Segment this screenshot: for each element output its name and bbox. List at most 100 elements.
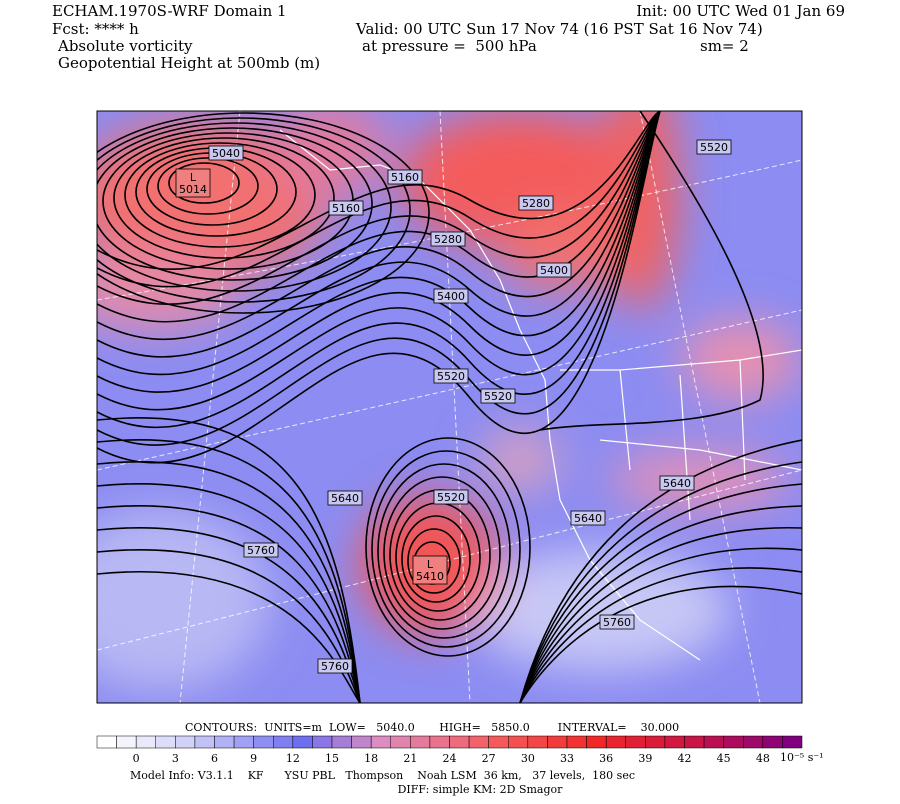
colorbar-swatch — [292, 735, 313, 749]
low-box — [412, 555, 448, 585]
colorbar-swatch — [390, 735, 411, 749]
contour-label: 5760 — [603, 616, 631, 629]
contour-line — [97, 439, 802, 703]
label-box — [208, 145, 244, 161]
contour-label: 5520 — [484, 390, 512, 403]
label-box — [387, 169, 423, 185]
colorbar-tick-label: 0 — [133, 752, 140, 765]
contour-line — [157, 157, 259, 215]
contour-line — [97, 111, 661, 306]
colorbar-swatch — [782, 735, 803, 749]
contour-label: 5280 — [522, 197, 550, 210]
label-box — [696, 139, 732, 155]
model-info: Model Info: V3.1.1 KF YSU PBL Thompson N… — [130, 769, 635, 782]
contour-line — [401, 515, 471, 603]
contour-line — [97, 111, 661, 393]
contour-line — [97, 111, 661, 288]
low-value: 5410 — [416, 570, 444, 583]
contour-line — [377, 463, 511, 639]
colorbar-tick-label: 9 — [250, 752, 257, 765]
contour-line — [97, 111, 661, 376]
colorbar-swatch — [605, 735, 627, 749]
contour-label: 5520 — [700, 141, 728, 154]
label-box — [518, 195, 554, 211]
map: 5040 5160 5160 5280 5280 5400 5400 5520 5520 5520… — [97, 111, 802, 703]
low-box — [175, 168, 211, 198]
contour-label: 5520 — [437, 491, 465, 504]
init-time: Init: 00 UTC Wed 01 Jan 69 — [636, 2, 845, 20]
colorbar-swatch — [508, 735, 529, 749]
low-symbol: L — [427, 558, 434, 571]
colorbar-swatch — [468, 735, 489, 749]
vorticity-field — [97, 111, 800, 690]
contour-label: 5640 — [574, 512, 602, 525]
colorbar-swatch — [625, 735, 646, 749]
colorbar-tick-label: 27 — [482, 752, 496, 765]
contour-label: 5760 — [321, 660, 349, 673]
contour-line — [97, 122, 392, 292]
colorbar-swatch — [273, 735, 294, 749]
label-box — [570, 510, 606, 526]
colorbar-tick-label: 6 — [211, 752, 218, 765]
colorbar-swatch — [488, 735, 509, 749]
colorbar-units: 10⁻⁵ s⁻¹ — [780, 751, 824, 764]
colorbar-swatch — [116, 735, 137, 749]
diff-info: DIFF: simple KM: 2D Smagor — [398, 783, 564, 796]
colorbar-tick-label: 42 — [678, 752, 692, 765]
colorbar-swatch — [762, 735, 783, 749]
colorbar-tick-label: 30 — [521, 752, 535, 765]
field-name: Geopotential Height at 500mb (m) — [58, 54, 320, 72]
contour-info: CONTOURS: UNITS=m LOW= 5040.0 HIGH= 5850… — [185, 721, 679, 734]
contour-line — [113, 137, 335, 259]
colorbar-swatch — [370, 735, 391, 749]
contour-label: 5640 — [331, 492, 359, 505]
colorbar-tick-label: 15 — [325, 752, 339, 765]
colorbar-tick-label: 45 — [717, 752, 731, 765]
contour-line — [97, 571, 802, 703]
colorbar-swatch — [233, 735, 254, 749]
colorbar-swatch — [135, 735, 157, 749]
colorbar-swatch — [351, 735, 372, 749]
colorbar-swatch — [449, 735, 470, 749]
colorbar-swatch — [214, 735, 235, 749]
colorbar-swatch — [703, 735, 724, 749]
contour-line — [539, 111, 764, 431]
colorbar-tick-label: 21 — [403, 752, 417, 765]
label-box — [243, 542, 279, 558]
colorbar-swatch — [684, 735, 705, 749]
colorbar-swatch — [664, 735, 685, 749]
contour-line — [97, 111, 661, 446]
pressure: at pressure = 500 hPa — [362, 37, 537, 55]
colorbar-swatch — [155, 735, 176, 749]
label-box — [480, 388, 516, 404]
smoothing: sm= 2 — [700, 37, 749, 55]
contour-line — [97, 111, 661, 464]
low-value: 5014 — [179, 183, 207, 196]
contour-line — [124, 142, 316, 248]
contour-line — [97, 461, 802, 703]
colorbar-tick-label: 39 — [638, 752, 652, 765]
colorbar-swatch — [175, 735, 196, 749]
colorbar-tick-label: 18 — [364, 752, 378, 765]
contour-label: 5760 — [247, 544, 275, 557]
colorbar-swatch — [566, 735, 587, 749]
label-box — [317, 658, 353, 674]
label-box — [599, 614, 635, 630]
colorbar-swatch — [586, 735, 607, 749]
label-box — [433, 288, 469, 304]
colorbar: 0 3 6 9 12 15 18 21 24 27 30 33 36 39 42 45 48 — [96, 735, 803, 765]
contour-line — [97, 127, 373, 281]
low-symbol: L — [190, 171, 197, 184]
colorbar-swatch — [743, 735, 764, 749]
colorbar-swatch — [527, 735, 548, 749]
contour-label: 5040 — [212, 147, 240, 160]
colorbar-swatch — [96, 735, 117, 749]
contour-line — [97, 417, 802, 703]
label-box — [659, 475, 695, 491]
contour-labels: 5040 5160 5160 5280 5280 5400 5400 5520 5520 5520… — [175, 139, 732, 674]
colorbar-swatch — [723, 735, 744, 749]
field-name: Absolute vorticity — [57, 37, 193, 55]
colorbar-tick-label: 36 — [599, 752, 613, 765]
contour-line — [365, 437, 531, 657]
contour-label: 5400 — [540, 264, 568, 277]
